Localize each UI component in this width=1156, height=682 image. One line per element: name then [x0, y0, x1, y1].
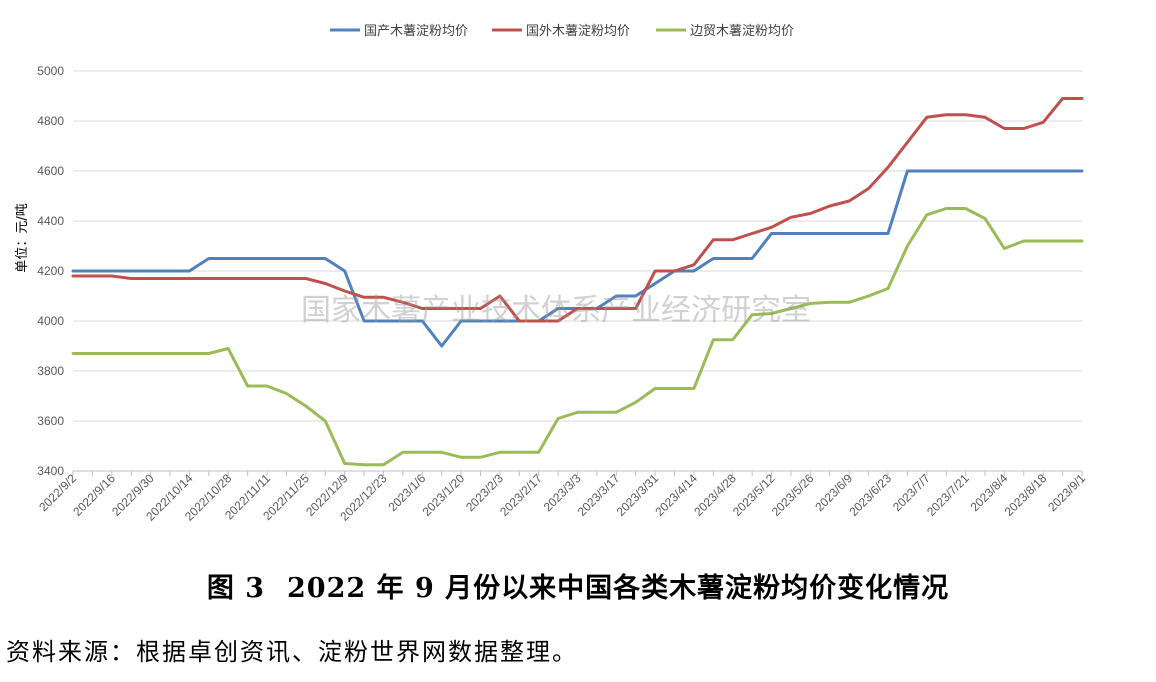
- figure-caption: 图 3 2022 年 9 月份以来中国各类木薯淀粉均价变化情况: [0, 566, 1156, 605]
- x-tick-label: 2023/5/26: [769, 471, 817, 519]
- y-tick-label: 5000: [37, 64, 64, 78]
- y-axis-label: 单位：元/吨: [15, 203, 30, 272]
- source-note: 资料来源：根据卓创资讯、淀粉世界网数据整理。: [6, 638, 578, 666]
- y-axis-ticks: 3400 3600 3800 4000 4200 4400 4600 4800 5000: [37, 64, 64, 478]
- y-tick-label: 3800: [37, 364, 64, 378]
- legend: 国产木薯淀粉均价 国外木薯淀粉均价 边贸木薯淀粉均价: [330, 24, 794, 39]
- series-lines: [71, 97, 1084, 467]
- y-tick-label: 4400: [37, 214, 64, 228]
- x-tick-label: 2023/1/20: [420, 471, 468, 519]
- gridlines: [73, 70, 1082, 422]
- y-tick-label: 4600: [37, 164, 64, 178]
- y-tick-label: 3400: [37, 464, 64, 478]
- x-tick-label: 2023/6/23: [846, 471, 894, 519]
- legend-label: 国外木薯淀粉均价: [526, 24, 630, 39]
- series-line-3: [71, 207, 1084, 467]
- chart: 3400 3600 3800 4000 4200 4400 4600 4800 5000 202…: [15, 24, 1088, 524]
- y-tick-label: 3600: [37, 414, 64, 428]
- x-tick-label: 2023/2/17: [497, 471, 545, 519]
- y-tick-label: 4200: [37, 264, 64, 278]
- x-tick-label: 2023/9/1: [1045, 471, 1088, 514]
- figure-title: 2022 年 9 月份以来中国各类木薯淀粉均价变化情况: [287, 573, 950, 604]
- figure-number: 图 3: [206, 573, 266, 604]
- legend-label: 边贸木薯淀粉均价: [690, 24, 794, 39]
- y-tick-label: 4800: [37, 114, 64, 128]
- x-tick-label: 2023/7/21: [924, 471, 972, 519]
- series-line-2: [71, 97, 1084, 323]
- y-tick-label: 4000: [37, 314, 64, 328]
- watermark: 国家木薯产业技术体系产业经济研究室: [301, 293, 811, 328]
- x-tick-label: 2023/8/18: [1002, 471, 1050, 519]
- x-axis-ticks: 2022/9/22022/9/162022/9/302022/10/142022…: [36, 471, 1088, 524]
- legend-label: 国产木薯淀粉均价: [364, 24, 468, 39]
